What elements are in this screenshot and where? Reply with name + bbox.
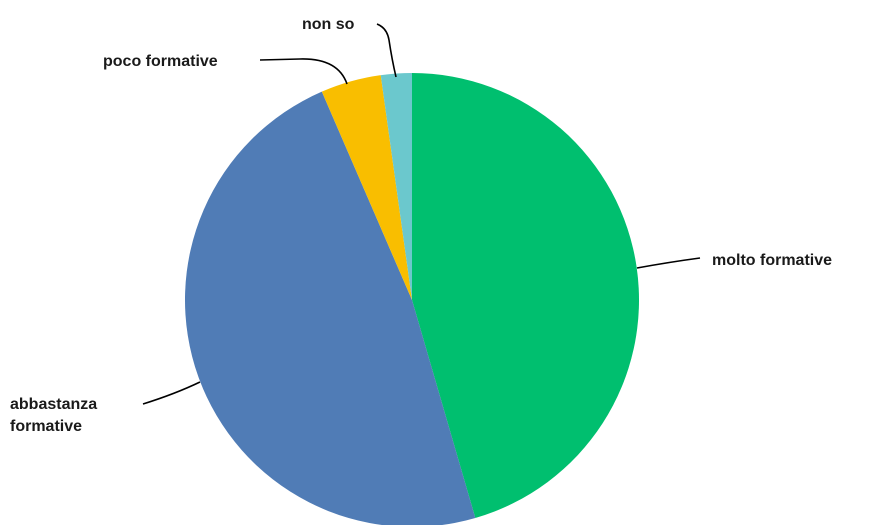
slice-label-2-line-0: poco formative bbox=[103, 53, 218, 70]
slice-label-0-line-0: molto formative bbox=[712, 252, 832, 269]
slice-label-1: abbastanza formative bbox=[10, 396, 97, 435]
slice-label-1-line-1: formative bbox=[10, 418, 82, 435]
slice-label-2: poco formative bbox=[103, 53, 218, 70]
slice-label-3-line-0: non so bbox=[302, 16, 355, 33]
pie-slice-3 bbox=[380, 73, 412, 300]
pie-slice-1 bbox=[185, 91, 476, 525]
leader-line-1 bbox=[142, 381, 201, 405]
pie-slice-2 bbox=[321, 75, 412, 300]
slice-label-0: molto formative bbox=[712, 252, 832, 269]
leader-line-3 bbox=[376, 23, 397, 78]
slice-label-3: non so bbox=[302, 16, 355, 33]
slice-label-1-line-0: abbastanza bbox=[10, 396, 97, 413]
pie-slice-0 bbox=[412, 73, 640, 518]
leader-line-0 bbox=[636, 257, 701, 269]
leader-line-2 bbox=[259, 58, 348, 85]
